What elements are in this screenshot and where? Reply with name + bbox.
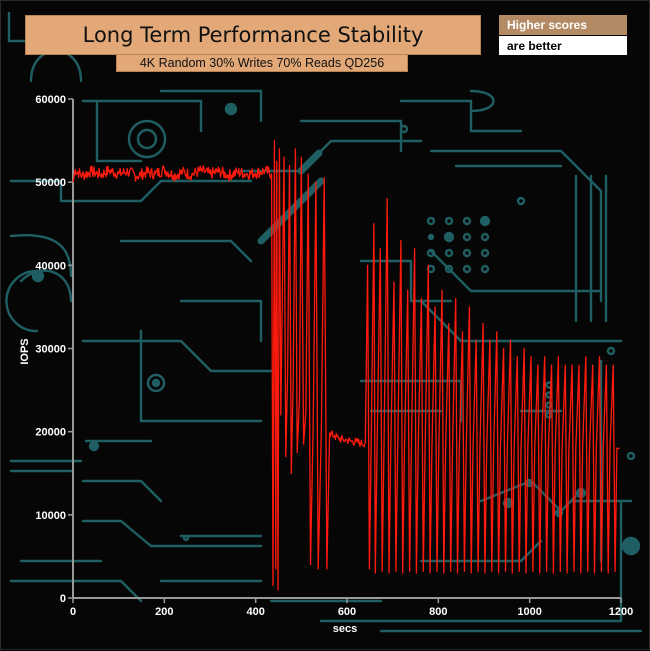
y-tick-label: 30000 xyxy=(35,344,66,356)
iops-series-line xyxy=(72,139,620,591)
y-tick-label: 50000 xyxy=(35,177,66,189)
x-tick-label: 800 xyxy=(429,606,447,618)
y-tick-label: 0 xyxy=(60,593,66,605)
y-tick-label: 60000 xyxy=(35,94,66,106)
x-tick-label: 1200 xyxy=(609,606,633,618)
chart-labels: 0 10000 20000 30000 40000 50000 60000 0 200 400 60… xyxy=(19,94,633,635)
chart-title: Long Term Performance Stability xyxy=(25,15,481,55)
x-tick-label: 400 xyxy=(246,606,264,618)
higher-scores-note: Higher scores xyxy=(499,15,627,35)
y-tick-label: 10000 xyxy=(35,510,66,522)
y-tick-label: 20000 xyxy=(35,427,66,439)
circuit-board-background xyxy=(5,11,643,633)
chart-subtitle: 4K Random 30% Writes 70% Reads QD256 xyxy=(116,54,408,72)
y-tick-label: 40000 xyxy=(35,260,66,272)
y-axis-title: IOPS xyxy=(19,338,31,364)
are-better-note: are better xyxy=(499,36,627,55)
x-tick-label: 600 xyxy=(338,606,356,618)
x-tick-label: 200 xyxy=(155,606,173,618)
x-tick-label: 0 xyxy=(70,606,76,618)
chart-series xyxy=(72,139,620,591)
x-tick-label: 1000 xyxy=(517,606,541,618)
x-axis-title: secs xyxy=(333,623,357,635)
